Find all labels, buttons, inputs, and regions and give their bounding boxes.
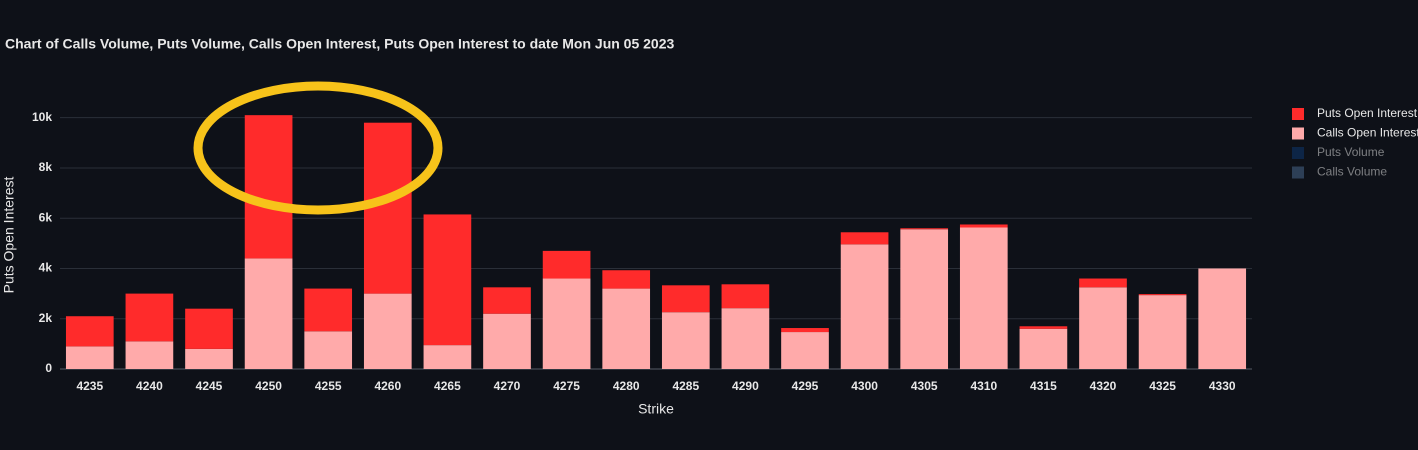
x-tick-label: 4240 — [136, 379, 163, 393]
x-tick-label: 4280 — [613, 379, 640, 393]
highlight-ellipse — [193, 81, 443, 215]
legend-label: Puts Open Interest — [1317, 106, 1418, 120]
x-tick-label: 4290 — [732, 379, 759, 393]
legend-swatch — [1292, 108, 1304, 120]
bar-segment — [542, 278, 591, 369]
y-tick-label: 6k — [39, 210, 53, 224]
bar-segment — [125, 293, 174, 342]
bar-segment — [840, 232, 889, 245]
x-tick-label: 4295 — [792, 379, 819, 393]
bar-segment — [721, 308, 770, 369]
bars — [65, 115, 1247, 369]
bar-segment — [781, 332, 829, 369]
y-tick-label: 10k — [32, 110, 52, 124]
x-tick-label: 4310 — [970, 379, 997, 393]
bar-segment — [65, 316, 114, 347]
x-tick-label: 4300 — [851, 379, 878, 393]
x-tick-label: 4285 — [672, 379, 699, 393]
y-tick-label: 2k — [39, 311, 53, 325]
x-tick-label: 4305 — [911, 379, 938, 393]
bar-segment — [1019, 326, 1068, 329]
legend-label: Calls Open Interest — [1317, 126, 1418, 140]
y-axis-title: Puts Open Interest — [1, 177, 17, 294]
bar-segment — [244, 258, 293, 369]
x-tick-label: 4320 — [1090, 379, 1117, 393]
bar-segment — [602, 288, 651, 369]
bar-segment — [244, 115, 293, 259]
bar-segment — [1198, 268, 1247, 369]
bar-segment — [423, 214, 472, 346]
bar-segment — [542, 250, 591, 279]
bar-segment — [959, 227, 1008, 369]
y-tick-label: 4k — [39, 261, 53, 275]
bar-segment — [125, 341, 174, 369]
bar-segment — [781, 328, 829, 333]
bar-segment — [304, 288, 353, 332]
x-tick-label: 4250 — [255, 379, 282, 393]
legend-label: Puts Volume — [1317, 145, 1385, 159]
bar-segment — [661, 285, 710, 313]
x-tick-label: 4235 — [76, 379, 103, 393]
bar-segment — [1079, 278, 1127, 288]
legend-label: Calls Volume — [1317, 165, 1387, 179]
x-tick-label: 4270 — [494, 379, 521, 393]
x-tick-label: 4325 — [1149, 379, 1176, 393]
chart-title: Chart of Calls Volume, Puts Volume, Call… — [5, 36, 675, 52]
bar-segment — [363, 293, 412, 369]
bar-segment — [900, 229, 949, 369]
bar-segment — [1138, 295, 1187, 369]
bar-segment — [185, 308, 233, 349]
bar-segment — [1019, 328, 1068, 369]
x-tick-label: 4330 — [1209, 379, 1236, 393]
y-tick-label: 8k — [39, 160, 53, 174]
bar-segment — [483, 287, 531, 314]
bar-segment — [602, 270, 651, 289]
x-tick-label: 4255 — [315, 379, 342, 393]
x-tick-label: 4245 — [196, 379, 223, 393]
bar-segment — [1079, 287, 1127, 369]
x-axis-title: Strike — [638, 401, 674, 417]
bar-segment — [721, 284, 770, 309]
x-tick-label: 4315 — [1030, 379, 1057, 393]
y-tick-label: 0 — [45, 361, 52, 375]
x-tick-label: 4260 — [374, 379, 401, 393]
x-tick-label: 4275 — [553, 379, 580, 393]
bar-segment — [661, 312, 710, 369]
bar-segment — [900, 228, 949, 230]
bar-segment — [304, 331, 353, 369]
legend-swatch — [1292, 147, 1304, 159]
bar-segment — [483, 313, 531, 369]
bar-segment — [840, 244, 889, 369]
bar-segment — [65, 346, 114, 369]
x-tick-label: 4265 — [434, 379, 461, 393]
legend-swatch — [1292, 127, 1304, 140]
legend-swatch — [1292, 166, 1304, 179]
bar-segment — [959, 224, 1008, 228]
bar-segment — [185, 348, 233, 369]
bar-segment — [423, 345, 472, 369]
legend: Puts Open Interest Calls Open Interest Put… — [1292, 106, 1418, 179]
bar-segment — [1138, 294, 1187, 296]
